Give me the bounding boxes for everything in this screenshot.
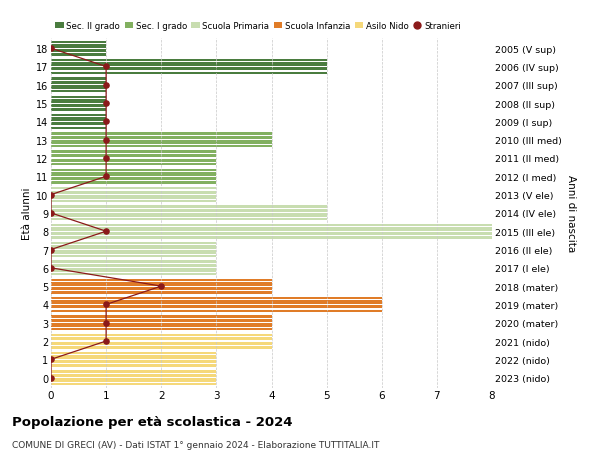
Point	[46, 356, 56, 363]
Point	[101, 155, 111, 162]
Bar	[51, 190, 217, 191]
Bar	[51, 227, 492, 228]
Bar	[51, 158, 217, 159]
Bar	[51, 359, 217, 360]
Bar	[51, 334, 271, 349]
Bar	[51, 231, 492, 232]
Bar	[51, 169, 217, 185]
Bar	[51, 208, 326, 209]
Bar	[51, 245, 217, 246]
Point	[101, 301, 111, 308]
Bar	[51, 80, 106, 82]
Bar	[51, 272, 217, 274]
Legend: Sec. II grado, Sec. I grado, Scuola Primaria, Scuola Infanzia, Asilo Nido, Stran: Sec. II grado, Sec. I grado, Scuola Prim…	[55, 22, 461, 31]
Bar	[51, 249, 217, 251]
Bar	[51, 323, 271, 324]
Bar	[51, 115, 106, 129]
Bar	[51, 315, 271, 330]
Bar	[51, 153, 217, 155]
Bar	[51, 140, 271, 141]
Bar	[51, 341, 271, 342]
Bar	[51, 373, 217, 374]
Bar	[51, 318, 271, 319]
Point	[101, 228, 111, 235]
Bar	[51, 224, 492, 239]
Bar	[51, 60, 326, 75]
Text: COMUNE DI GRECI (AV) - Dati ISTAT 1° gennaio 2024 - Elaborazione TUTTITALIA.IT: COMUNE DI GRECI (AV) - Dati ISTAT 1° gen…	[12, 440, 379, 449]
Point	[46, 246, 56, 254]
Bar	[51, 176, 217, 178]
Bar	[51, 297, 382, 312]
Bar	[51, 181, 217, 182]
Point	[101, 319, 111, 327]
Bar	[51, 172, 217, 173]
Bar	[51, 377, 217, 378]
Point	[46, 191, 56, 199]
Bar	[51, 62, 326, 63]
Bar	[51, 254, 217, 255]
Point	[101, 338, 111, 345]
Bar	[51, 279, 271, 294]
Bar	[51, 345, 271, 347]
Bar	[51, 85, 106, 86]
Bar	[51, 145, 271, 146]
Point	[101, 82, 111, 89]
Bar	[51, 382, 217, 383]
Bar	[51, 108, 106, 109]
Point	[46, 210, 56, 217]
Bar	[51, 49, 106, 50]
Bar	[51, 135, 271, 136]
Bar	[51, 206, 326, 221]
Bar	[51, 263, 217, 264]
Point	[101, 118, 111, 126]
Bar	[51, 281, 271, 282]
Bar	[51, 122, 106, 123]
Bar	[51, 162, 217, 164]
Point	[46, 374, 56, 381]
Bar	[51, 309, 382, 310]
Bar	[51, 103, 106, 104]
Point	[101, 173, 111, 180]
Bar	[51, 370, 217, 385]
Bar	[51, 304, 382, 305]
Bar	[51, 133, 271, 148]
Bar	[51, 44, 106, 45]
Bar	[51, 53, 106, 54]
Bar	[51, 300, 382, 301]
Bar	[51, 213, 326, 214]
Bar	[51, 151, 217, 166]
Bar	[51, 199, 217, 200]
Text: Popolazione per età scolastica - 2024: Popolazione per età scolastica - 2024	[12, 415, 293, 428]
Point	[101, 64, 111, 71]
Bar	[51, 99, 106, 100]
Bar	[51, 96, 106, 112]
Bar	[51, 78, 106, 93]
Point	[157, 283, 166, 290]
Bar	[51, 71, 326, 73]
Bar	[51, 236, 492, 237]
Bar	[51, 42, 106, 56]
Bar	[51, 261, 217, 276]
Bar	[51, 117, 106, 118]
Bar	[51, 126, 106, 127]
Bar	[51, 327, 271, 328]
Y-axis label: Età alunni: Età alunni	[22, 187, 32, 240]
Point	[46, 45, 56, 53]
Bar	[51, 195, 217, 196]
Point	[101, 137, 111, 144]
Bar	[51, 90, 106, 91]
Bar	[51, 242, 217, 257]
Bar	[51, 188, 217, 203]
Bar	[51, 286, 271, 287]
Point	[101, 100, 111, 107]
Bar	[51, 67, 326, 68]
Bar	[51, 352, 217, 367]
Bar	[51, 336, 271, 337]
Bar	[51, 354, 217, 356]
Bar	[51, 268, 217, 269]
Point	[46, 264, 56, 272]
Y-axis label: Anni di nascita: Anni di nascita	[566, 175, 575, 252]
